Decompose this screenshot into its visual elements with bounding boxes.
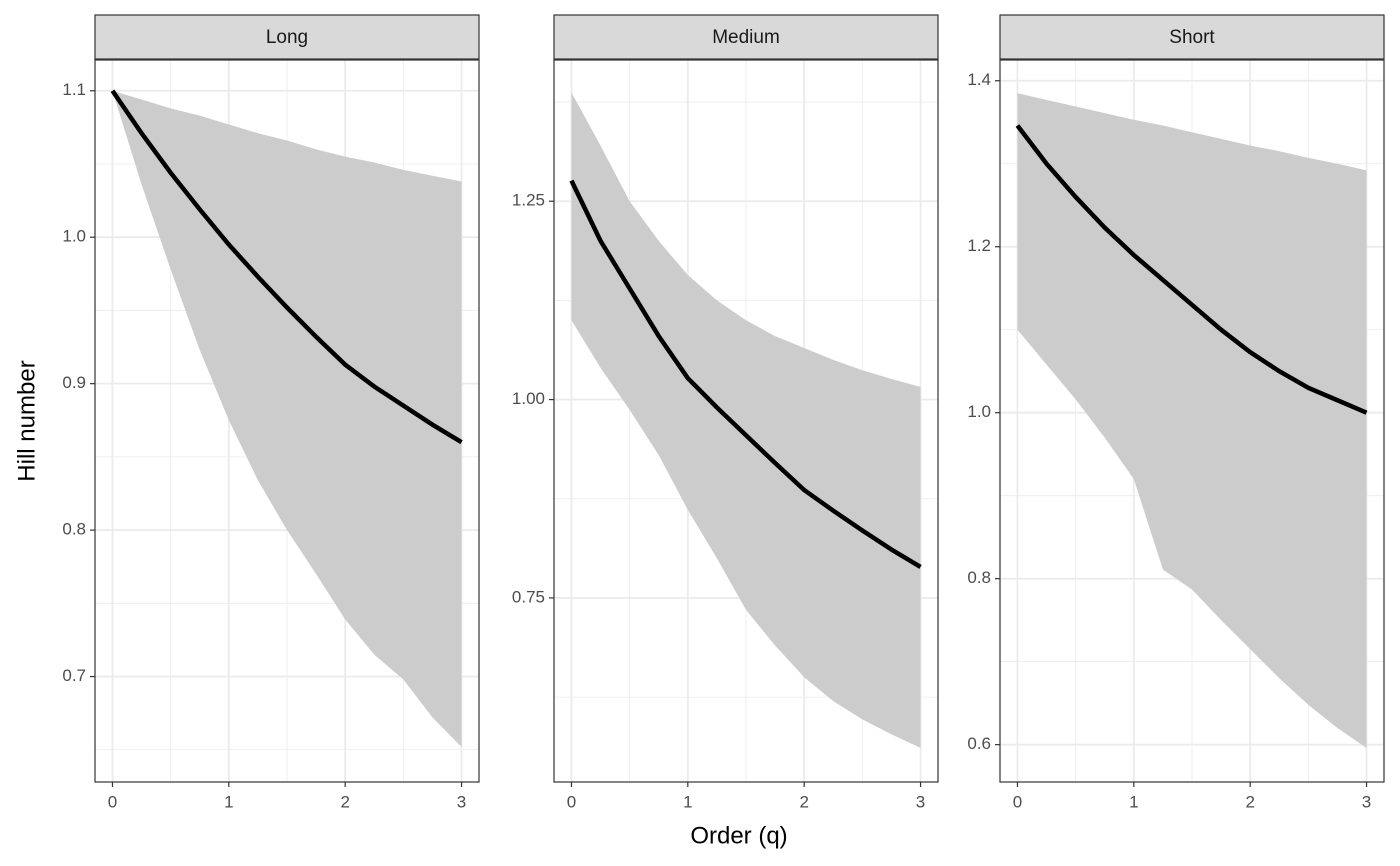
x-tick-label: 2 bbox=[1245, 792, 1254, 811]
panel-border bbox=[94, 59, 480, 783]
y-tick-label: 0.6 bbox=[967, 734, 991, 753]
x-tick-label: 0 bbox=[1013, 792, 1022, 811]
x-tick-label: 0 bbox=[567, 792, 576, 811]
y-axis-title: Hill number bbox=[13, 360, 40, 481]
y-tick-label: 1.0 bbox=[62, 227, 86, 246]
y-tick-label: 0.75 bbox=[512, 587, 545, 606]
x-tick-label: 1 bbox=[224, 792, 233, 811]
y-tick-label: 1.0 bbox=[967, 402, 991, 421]
y-tick-label: 1.2 bbox=[967, 236, 991, 255]
x-tick-label: 1 bbox=[683, 792, 692, 811]
strip-title: Medium bbox=[712, 27, 780, 48]
strip-title: Long bbox=[266, 27, 308, 48]
y-tick-label: 0.8 bbox=[967, 568, 991, 587]
panel-border bbox=[553, 59, 939, 783]
y-tick-label: 1.25 bbox=[512, 191, 545, 210]
x-tick-label: 1 bbox=[1129, 792, 1138, 811]
strip bbox=[553, 14, 939, 60]
line bbox=[110, 89, 463, 445]
y-tick-label: 0.9 bbox=[62, 373, 86, 392]
strip bbox=[94, 14, 480, 60]
x-tick-label: 2 bbox=[799, 792, 808, 811]
y-tick-label: 0.8 bbox=[62, 520, 86, 539]
line bbox=[569, 179, 922, 569]
x-tick-label: 2 bbox=[340, 792, 349, 811]
x-axis-title: Order (q) bbox=[690, 822, 787, 849]
y-tick-label: 1.1 bbox=[62, 80, 86, 99]
panel-border bbox=[999, 59, 1385, 783]
line bbox=[1015, 124, 1368, 415]
x-tick-label: 3 bbox=[916, 792, 925, 811]
ribbon bbox=[571, 92, 921, 748]
ribbon bbox=[1017, 93, 1367, 748]
strip bbox=[999, 14, 1385, 60]
x-tick-label: 3 bbox=[1362, 792, 1371, 811]
x-tick-label: 0 bbox=[108, 792, 117, 811]
y-tick-label: 0.7 bbox=[62, 666, 86, 685]
y-tick-label: 1.00 bbox=[512, 389, 545, 408]
strip-title: Short bbox=[1169, 27, 1215, 48]
x-tick-label: 3 bbox=[457, 792, 466, 811]
ribbon bbox=[112, 90, 462, 747]
y-tick-label: 1.4 bbox=[967, 70, 991, 89]
